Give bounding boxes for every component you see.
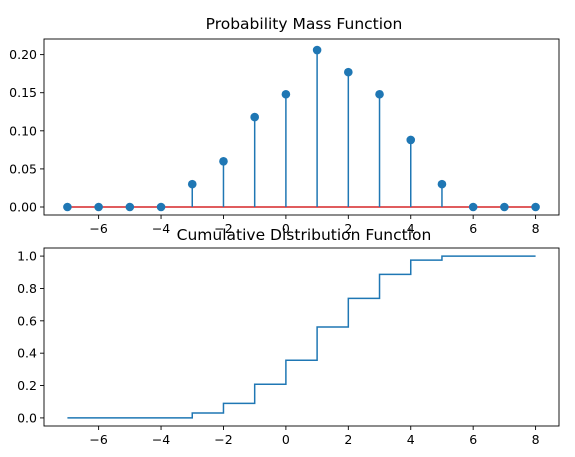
pmf-x-axis: −6 −4 −2 0 2 4 6 8 bbox=[89, 215, 540, 236]
pmf-marker bbox=[468, 202, 478, 212]
pmf-x-tick-label: 2 bbox=[344, 221, 352, 236]
pmf-marker bbox=[250, 112, 259, 122]
cdf-y-tick-label: 0.2 bbox=[17, 378, 37, 393]
pmf-x-tick-label: −2 bbox=[214, 221, 232, 236]
cdf-x-axis: −6 −4 −2 0 2 4 6 8 bbox=[89, 426, 540, 447]
pmf-marker bbox=[344, 67, 353, 77]
pmf-stems-layer bbox=[191, 50, 443, 207]
pmf-marker bbox=[187, 179, 197, 189]
cdf-y-tick-label: 0.4 bbox=[17, 346, 37, 361]
pmf-marker bbox=[312, 45, 322, 55]
cdf-x-tick-label: 0 bbox=[282, 432, 290, 447]
cdf-x-tick-label: −4 bbox=[152, 432, 170, 447]
pmf-x-tick-label: −6 bbox=[89, 221, 107, 236]
pmf-x-tick-label: 0 bbox=[282, 221, 290, 236]
pmf-y-tick-label: 0.05 bbox=[9, 161, 37, 176]
pmf-y-tick-label: 0.00 bbox=[9, 200, 37, 215]
pmf-y-tick-label: 0.15 bbox=[9, 85, 37, 100]
pmf-x-tick-label: −4 bbox=[152, 221, 170, 236]
pmf-marker bbox=[531, 202, 540, 212]
pmf-chart: Probability Mass Function 0.000.050.100.… bbox=[9, 15, 560, 236]
cdf-axes-frame bbox=[43, 247, 560, 427]
cdf-y-tick-label: 1.0 bbox=[17, 249, 37, 264]
pmf-title: Probability Mass Function bbox=[206, 15, 403, 33]
cdf-x-tick-label: −6 bbox=[89, 432, 107, 447]
pmf-marker bbox=[156, 202, 166, 212]
pmf-marker bbox=[219, 156, 228, 166]
pmf-x-tick-label: 6 bbox=[469, 221, 477, 236]
pmf-markers-layer bbox=[63, 45, 540, 212]
cdf-x-tick-label: 6 bbox=[469, 432, 477, 447]
cdf-x-tick-label: 4 bbox=[407, 432, 415, 447]
cdf-y-axis: 0.0 0.2 0.4 0.6 0.8 1.0 bbox=[17, 249, 44, 425]
cdf-title: Cumulative Distribution Function bbox=[177, 226, 432, 244]
cdf-x-tick-label: 2 bbox=[344, 432, 352, 447]
pmf-marker bbox=[125, 202, 135, 212]
pmf-y-axis: 0.00 0.05 0.10 0.15 0.20 bbox=[9, 47, 44, 215]
cdf-y-tick-label: 0.8 bbox=[17, 281, 37, 296]
cdf-x-tick-label: 8 bbox=[532, 432, 540, 447]
cdf-y-tick-label: 0.6 bbox=[17, 313, 37, 328]
pmf-marker bbox=[437, 179, 447, 189]
pmf-x-tick-label: 8 bbox=[532, 221, 540, 236]
pmf-x-tick-label: 4 bbox=[407, 221, 415, 236]
cdf-line-layer bbox=[67, 255, 536, 419]
cdf-y-tick-label: 0.0 bbox=[17, 410, 37, 425]
pmf-marker bbox=[375, 89, 384, 99]
cdf-x-tick-label: −2 bbox=[214, 432, 232, 447]
pmf-y-tick-label: 0.20 bbox=[9, 47, 37, 62]
pmf-marker bbox=[281, 89, 291, 99]
pmf-axes-frame bbox=[43, 38, 560, 216]
pmf-marker bbox=[94, 202, 103, 212]
pmf-marker bbox=[406, 135, 416, 145]
pmf-marker bbox=[63, 202, 72, 212]
pmf-marker bbox=[500, 202, 509, 212]
pmf-y-tick-label: 0.10 bbox=[9, 123, 37, 138]
cdf-step-line bbox=[67, 255, 536, 419]
cdf-chart: 0.0 0.2 0.4 0.6 0.8 1.0 −6 −4 −2 0 2 4 6 8 Cumulativ… bbox=[17, 226, 560, 447]
